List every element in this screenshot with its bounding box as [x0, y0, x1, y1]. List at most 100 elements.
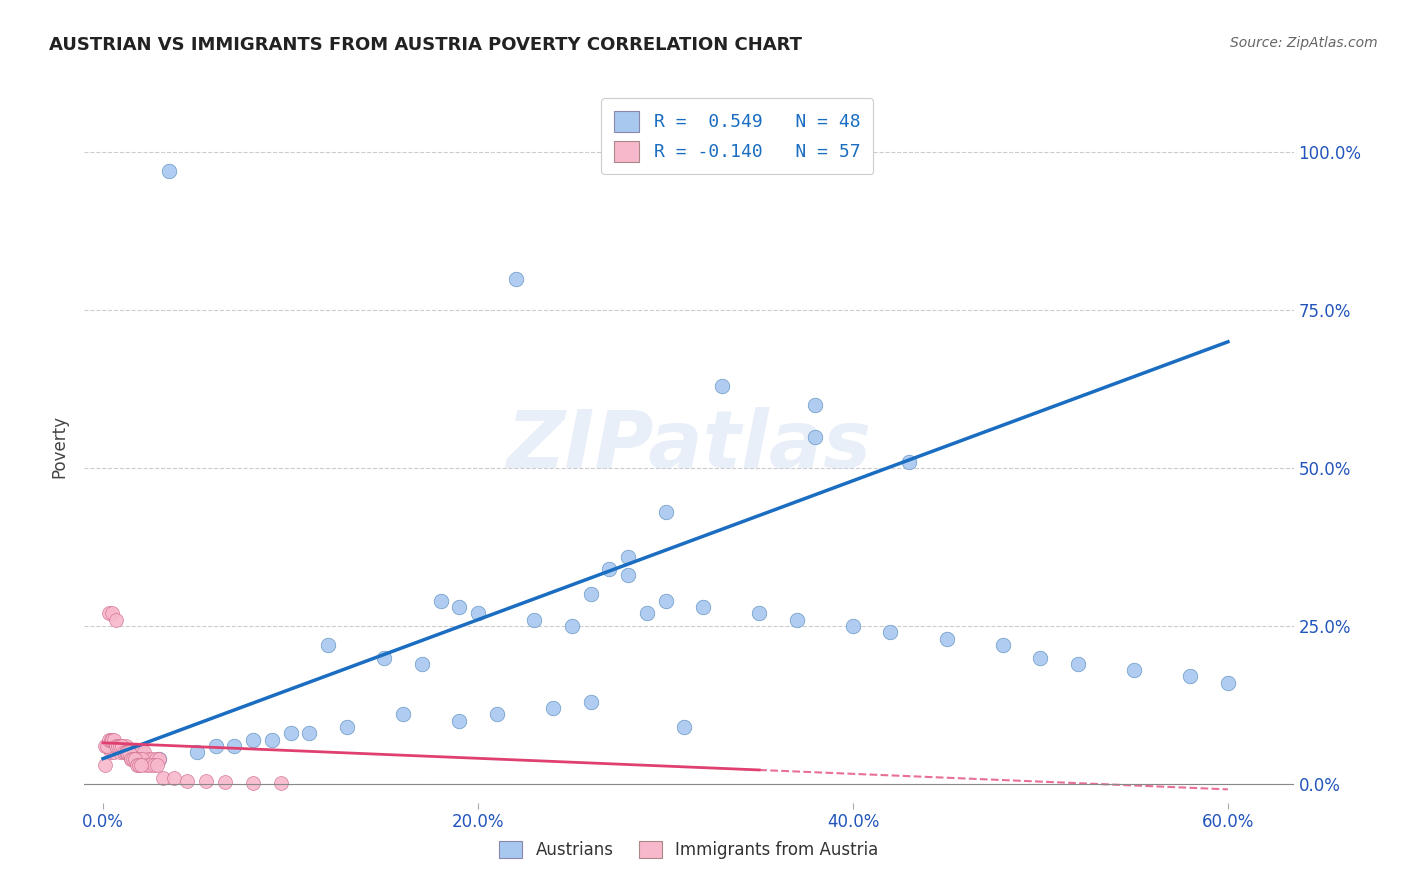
Point — [804, 398, 827, 412]
Point — [125, 758, 148, 772]
Point — [107, 739, 129, 753]
Point — [579, 695, 602, 709]
Point — [103, 745, 125, 759]
Point — [786, 613, 808, 627]
Point — [114, 745, 136, 759]
Point — [710, 379, 733, 393]
Point — [122, 745, 145, 759]
Point — [135, 758, 157, 772]
Point — [94, 758, 117, 772]
Point — [654, 505, 676, 519]
Point — [118, 745, 141, 759]
Point — [561, 619, 583, 633]
Point — [1180, 669, 1202, 683]
Point — [120, 751, 142, 765]
Point — [523, 613, 546, 627]
Point — [748, 607, 770, 621]
Point — [111, 739, 134, 753]
Point — [242, 732, 264, 747]
Point — [101, 732, 124, 747]
Point — [152, 771, 174, 785]
Point — [120, 751, 142, 765]
Point — [579, 587, 602, 601]
Point — [105, 739, 128, 753]
Point — [128, 751, 150, 765]
Point — [804, 429, 827, 443]
Text: AUSTRIAN VS IMMIGRANTS FROM AUSTRIA POVERTY CORRELATION CHART: AUSTRIAN VS IMMIGRANTS FROM AUSTRIA POVE… — [49, 36, 803, 54]
Point — [163, 771, 186, 785]
Point — [100, 745, 122, 759]
Point — [692, 600, 714, 615]
Point — [111, 739, 134, 753]
Point — [617, 549, 640, 564]
Point — [176, 773, 198, 788]
Point — [122, 751, 145, 765]
Point — [108, 745, 131, 759]
Point — [117, 745, 139, 759]
Point — [449, 600, 471, 615]
Point — [224, 739, 246, 753]
Y-axis label: Poverty: Poverty — [51, 415, 69, 477]
Point — [336, 720, 359, 734]
Point — [505, 271, 527, 285]
Point — [117, 745, 139, 759]
Point — [991, 638, 1014, 652]
Point — [139, 758, 162, 772]
Point — [411, 657, 433, 671]
Point — [118, 745, 141, 759]
Point — [112, 745, 135, 759]
Point — [260, 732, 283, 747]
Point — [128, 758, 150, 772]
Point — [373, 650, 395, 665]
Point — [1216, 675, 1239, 690]
Point — [142, 758, 165, 772]
Point — [935, 632, 957, 646]
Point — [598, 562, 620, 576]
Point — [97, 732, 120, 747]
Point — [316, 638, 339, 652]
Point — [485, 707, 508, 722]
Point — [112, 745, 135, 759]
Point — [449, 714, 471, 728]
Point — [103, 732, 125, 747]
Point — [134, 745, 156, 759]
Point — [100, 732, 122, 747]
Point — [204, 739, 226, 753]
Point — [141, 751, 163, 765]
Point — [108, 739, 131, 753]
Point — [242, 775, 264, 789]
Point — [129, 745, 152, 759]
Text: Source: ZipAtlas.com: Source: ZipAtlas.com — [1230, 36, 1378, 50]
Point — [270, 775, 292, 789]
Point — [107, 739, 129, 753]
Point — [101, 607, 124, 621]
Point — [1029, 650, 1052, 665]
Point — [136, 751, 159, 765]
Point — [148, 751, 170, 765]
Point — [392, 707, 415, 722]
Legend: Austrians, Immigrants from Austria: Austrians, Immigrants from Austria — [492, 834, 886, 866]
Point — [145, 751, 167, 765]
Point — [879, 625, 901, 640]
Point — [148, 751, 170, 765]
Point — [124, 751, 146, 765]
Point — [636, 607, 658, 621]
Point — [96, 739, 118, 753]
Point — [654, 593, 676, 607]
Point — [124, 751, 146, 765]
Point — [97, 607, 120, 621]
Point — [105, 613, 128, 627]
Point — [214, 775, 236, 789]
Point — [114, 739, 136, 753]
Point — [1123, 663, 1146, 677]
Point — [94, 739, 117, 753]
Point — [898, 455, 921, 469]
Point — [673, 720, 696, 734]
Point — [429, 593, 451, 607]
Point — [617, 568, 640, 582]
Point — [467, 607, 489, 621]
Point — [298, 726, 321, 740]
Point — [125, 745, 148, 759]
Point — [280, 726, 302, 740]
Point — [146, 758, 169, 772]
